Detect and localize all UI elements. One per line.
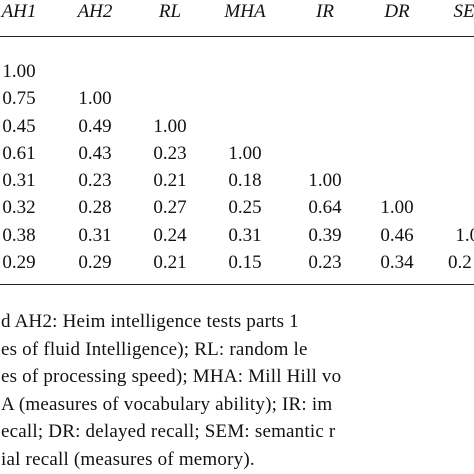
column-header: IR [316, 1, 334, 22]
table-cell: 0.27 [153, 197, 187, 218]
table-cell: 1.00 [153, 116, 187, 137]
table-cell: 1.00 [78, 88, 112, 109]
table-cell: 0.24 [153, 225, 187, 246]
table-cell: 0.21 [153, 252, 187, 273]
header-rule [0, 36, 474, 37]
table-cell: 0.15 [228, 252, 262, 273]
table-cell: 0.75 [2, 88, 36, 109]
column-header: MHA [224, 1, 266, 22]
table-cell: 0.2 [448, 252, 472, 273]
column-header: AH1 [1, 1, 37, 22]
table-cell: 0.21 [153, 170, 187, 191]
table-cell: 0.23 [153, 143, 187, 164]
table-cell: 0.32 [2, 197, 36, 218]
table-cell: 0.23 [78, 170, 112, 191]
table-cell: 0.39 [308, 225, 342, 246]
column-header: AH2 [77, 1, 113, 22]
column-header: DR [384, 1, 410, 22]
table-cell: 0.31 [2, 170, 36, 191]
table-cell: 1.00 [455, 225, 474, 246]
table-cell: 0.23 [308, 252, 342, 273]
bottom-rule [0, 284, 474, 285]
table-cell: 0.43 [78, 143, 112, 164]
table-cell: 0.34 [380, 252, 414, 273]
column-header: RL [158, 1, 182, 22]
table-cell: 0.61 [2, 143, 36, 164]
footnote-line: ecall; DR: delayed recall; SEM: semantic… [1, 421, 336, 442]
table-cell: 0.45 [2, 116, 36, 137]
table-cell: 0.28 [78, 197, 112, 218]
footnote-line: es of fluid Intelligence); RL: random le [1, 338, 308, 360]
table-cell: 0.18 [228, 170, 262, 191]
footnote-line: ial recall (measures of memory). [1, 448, 255, 470]
footnote-line: A (measures of vocabulary ability); IR: … [1, 393, 333, 415]
column-header: SEM [453, 1, 474, 22]
table-cell: 1.00 [228, 143, 262, 164]
table-cell: 0.46 [380, 225, 414, 246]
table-cell: 1.00 [308, 170, 342, 191]
footnote-line: es of processing speed); MHA: Mill Hill … [1, 366, 342, 387]
table-cell: 0.49 [78, 116, 112, 137]
table-cell: 0.38 [2, 225, 36, 246]
table-cell: 0.64 [308, 197, 342, 218]
table-cell: 0.31 [78, 225, 112, 246]
footnote-line: d AH2: Heim intelligence tests parts 1 [1, 311, 299, 332]
table-cell: 0.29 [78, 252, 112, 273]
table-cell: 0.25 [228, 197, 262, 218]
table-cell: 0.31 [228, 225, 262, 246]
table-cell: 1.00 [380, 197, 414, 218]
table-cell: 0.29 [2, 252, 36, 273]
table-cell: 1.00 [2, 61, 36, 82]
